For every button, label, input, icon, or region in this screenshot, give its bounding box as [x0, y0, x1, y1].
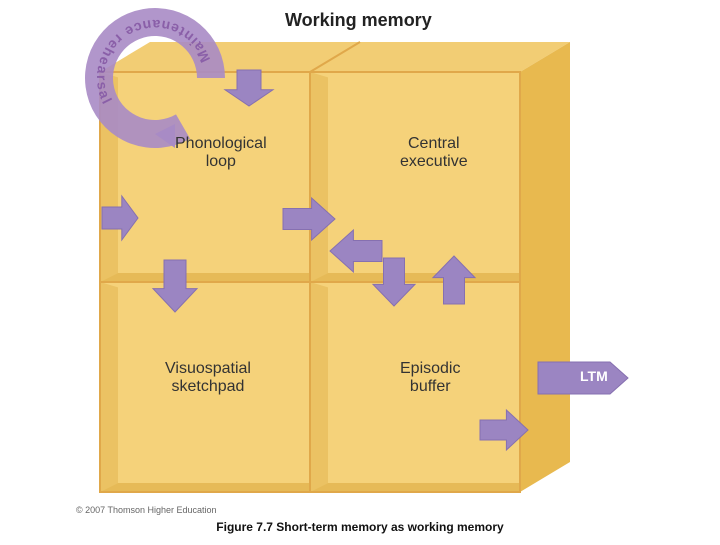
diagram-canvas: Maintenance rehearsal Working memory Pho…	[0, 0, 720, 540]
figure-caption: Figure 7.7 Short-term memory as working …	[170, 520, 550, 534]
diagram-svg: Maintenance rehearsal	[0, 0, 720, 540]
quadrant-visuospatial-sketchpad: Visuospatialsketchpad	[165, 360, 251, 397]
ltm-label: LTM	[580, 368, 608, 384]
quadrant-episodic-buffer: Episodicbuffer	[400, 360, 460, 397]
diagram-title: Working memory	[285, 10, 432, 31]
quadrant-phonological-loop: Phonologicalloop	[175, 135, 267, 172]
quadrant-central-executive: Centralexecutive	[400, 135, 468, 172]
copyright-text: © 2007 Thomson Higher Education	[76, 505, 217, 515]
